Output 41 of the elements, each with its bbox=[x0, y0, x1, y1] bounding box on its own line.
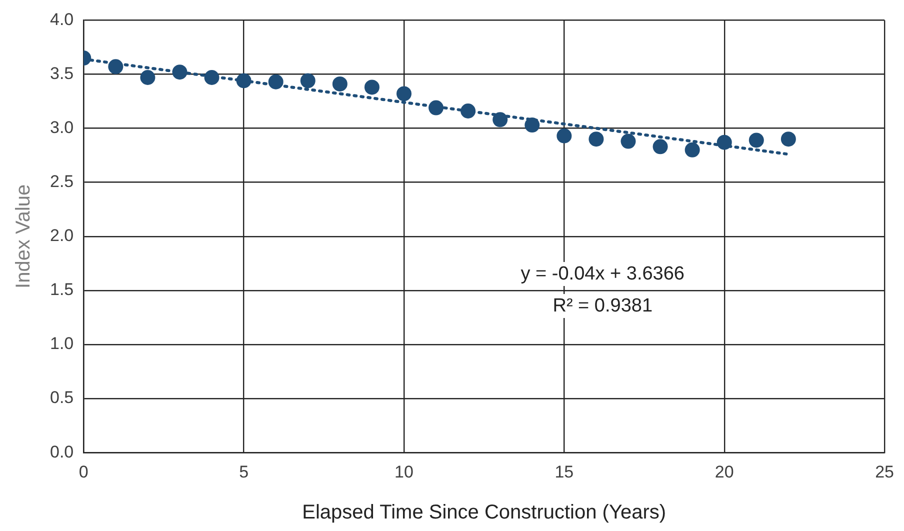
point bbox=[460, 104, 476, 119]
point bbox=[748, 132, 764, 148]
y-tick-label: 2.5 bbox=[50, 172, 74, 192]
point bbox=[684, 142, 700, 158]
annotation: y = -0.04x + 3.6366 bbox=[520, 263, 684, 284]
x-tick-label: 5 bbox=[239, 462, 249, 482]
x-tick-label: 10 bbox=[394, 462, 414, 482]
point bbox=[556, 128, 572, 144]
x-axis-title: Elapsed Time Since Construction (Years) bbox=[302, 502, 666, 524]
point bbox=[716, 134, 732, 150]
y-tick-label: 1.5 bbox=[50, 280, 74, 300]
x-tick-label: 15 bbox=[554, 462, 574, 482]
y-tick-label: 2.0 bbox=[50, 226, 74, 246]
annotation: R² = 0.9381 bbox=[552, 295, 653, 316]
y-tick-label: 1.0 bbox=[50, 334, 74, 354]
y-axis-title: Index Value bbox=[12, 184, 35, 288]
x-tick-label: 25 bbox=[875, 462, 894, 482]
point bbox=[268, 74, 284, 90]
y-tick-label: 0.0 bbox=[50, 442, 74, 462]
point bbox=[236, 73, 252, 88]
point bbox=[780, 132, 796, 147]
y-tick-label: 0.5 bbox=[50, 388, 74, 408]
point bbox=[524, 118, 540, 133]
point bbox=[204, 70, 220, 85]
point bbox=[396, 86, 412, 102]
point bbox=[140, 70, 156, 85]
point bbox=[108, 59, 124, 74]
point bbox=[332, 76, 348, 92]
x-tick-label: 0 bbox=[78, 462, 88, 482]
point bbox=[172, 64, 188, 80]
x-tick-label: 20 bbox=[714, 462, 734, 482]
point bbox=[588, 132, 604, 147]
point bbox=[492, 112, 508, 128]
y-tick-label: 4.0 bbox=[50, 10, 74, 29]
point bbox=[364, 80, 380, 95]
point bbox=[652, 139, 668, 154]
point bbox=[620, 134, 636, 149]
y-tick-label: 3.0 bbox=[50, 118, 74, 137]
y-tick-label: 3.5 bbox=[50, 64, 74, 83]
point bbox=[428, 100, 444, 116]
point bbox=[300, 73, 316, 88]
